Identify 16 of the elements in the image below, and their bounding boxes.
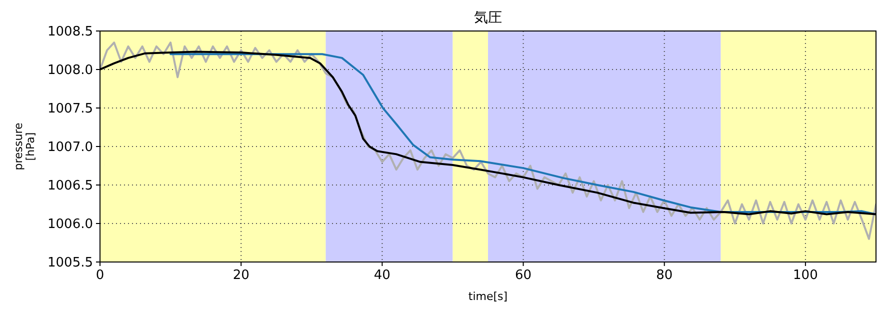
y-tick-label: 1007.5 xyxy=(48,102,93,116)
y-tick-label: 1008.5 xyxy=(48,24,93,40)
y-tick-label: 1005.5 xyxy=(48,256,93,270)
y-axis-title: pressure [hPa] xyxy=(12,122,37,170)
chart-title: 気圧 xyxy=(474,10,502,26)
x-tick-label: 40 xyxy=(374,268,390,283)
y-tick-label: 1008.0 xyxy=(48,63,93,78)
x-axis-title: time[s] xyxy=(468,290,508,303)
x-tick-label: 80 xyxy=(656,268,673,283)
y-tick-label: 1007.0 xyxy=(48,140,93,155)
x-tick-label: 20 xyxy=(232,268,250,283)
y-tick-label: 1006.5 xyxy=(48,178,93,194)
x-tick-label: 0 xyxy=(96,268,104,283)
y-tick-label: 1006.0 xyxy=(48,217,93,232)
x-tick-label: 60 xyxy=(515,268,532,283)
x-tick-label: 100 xyxy=(793,268,818,283)
